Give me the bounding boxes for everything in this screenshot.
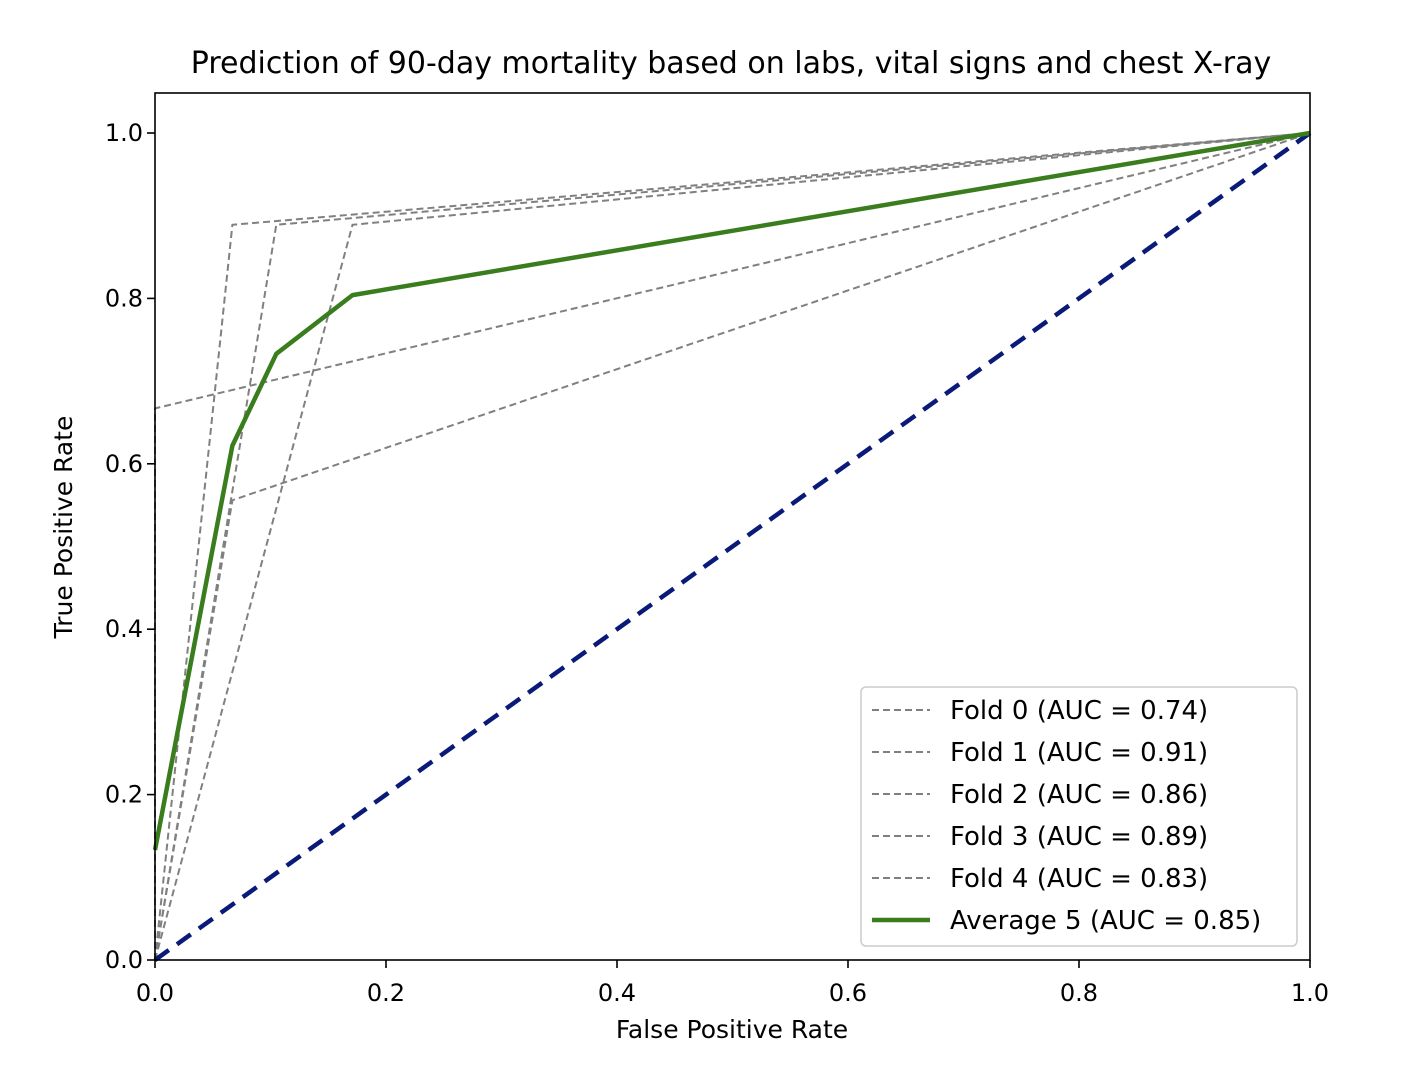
legend-items: Fold 0 (AUC = 0.74) Fold 1 (AUC = 0.91) Fo… xyxy=(872,696,1261,936)
y-axis-label: True Positive Rate xyxy=(49,416,78,640)
x-axis-label: False Positive Rate xyxy=(616,1015,848,1044)
plot-lines xyxy=(153,130,1312,962)
legend-label: Fold 4 (AUC = 0.83) xyxy=(950,864,1208,894)
series-line-fold-3 xyxy=(154,132,1311,961)
legend-label: Fold 0 (AUC = 0.74) xyxy=(950,696,1208,726)
legend-label: Fold 1 (AUC = 0.91) xyxy=(950,738,1208,768)
x-axis-ticks: 0.0 0.2 0.4 0.6 0.8 1.0 xyxy=(136,960,1329,1007)
legend: Fold 0 (AUC = 0.74) Fold 1 (AUC = 0.91) Fo… xyxy=(860,686,1298,947)
plot-frame xyxy=(154,92,1311,961)
chart-title: Prediction of 90-day mortality based on … xyxy=(191,46,1272,81)
y-axis-ticks: 0.0 0.2 0.4 0.6 0.8 1.0 xyxy=(105,119,155,974)
legend-label: Fold 3 (AUC = 0.89) xyxy=(950,822,1208,852)
y-tick-label: 0.8 xyxy=(105,284,143,312)
x-tick-label: 0.8 xyxy=(1060,979,1098,1007)
y-tick-label: 0.0 xyxy=(105,946,143,974)
x-tick-label: 0.6 xyxy=(829,979,867,1007)
legend-label: Average 5 (AUC = 0.85) xyxy=(950,906,1261,936)
y-tick-label: 0.6 xyxy=(105,450,143,478)
legend-box xyxy=(860,686,1298,947)
y-tick-label: 0.4 xyxy=(105,615,143,643)
x-tick-label: 0.4 xyxy=(598,979,636,1007)
y-tick-label: 1.0 xyxy=(105,119,143,147)
series-line-average xyxy=(153,130,1311,851)
x-tick-label: 0.2 xyxy=(367,979,405,1007)
series-line-fold-4 xyxy=(154,132,1311,961)
x-tick-label: 0.0 xyxy=(136,979,174,1007)
chance-line xyxy=(153,131,1312,962)
x-tick-label: 1.0 xyxy=(1291,979,1329,1007)
legend-label: Fold 2 (AUC = 0.86) xyxy=(950,780,1208,810)
y-tick-label: 0.2 xyxy=(105,781,143,809)
